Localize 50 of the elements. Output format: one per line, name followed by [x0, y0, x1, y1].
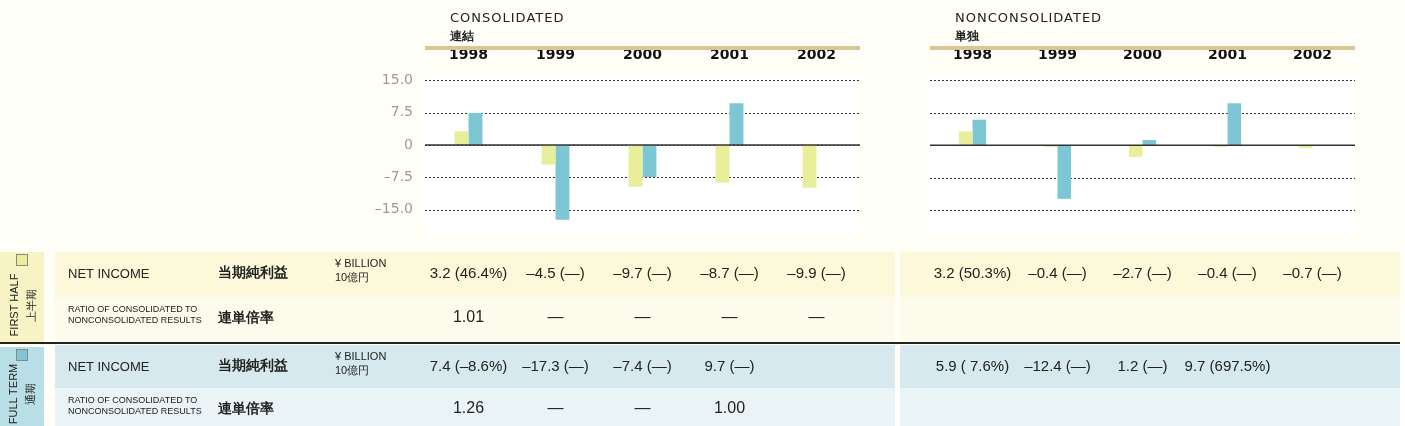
- data-label: 9.7 (697.5%): [1183, 357, 1272, 374]
- data-label: 7.4 (–8.6%): [428, 357, 509, 374]
- data-label: –0.4 (—): [1197, 264, 1258, 281]
- y-tick-label: –7.5: [383, 168, 413, 185]
- data-label: –4.5 (—): [525, 264, 586, 281]
- text: RATIO OF CONSOLIDATED TO NONCONSOLIDATED RESULTS: [68, 304, 203, 326]
- text: —: [720, 308, 739, 326]
- data-label: 3.2 (46.4%): [428, 264, 509, 281]
- text: ¥ BILLION: [335, 257, 388, 271]
- data-label: –0.4 (—): [1027, 264, 1088, 281]
- data-label: –12.4 (—): [1023, 357, 1092, 374]
- legend-label: FULL TERM 通期: [6, 362, 37, 426]
- text: 連単倍率: [218, 400, 275, 417]
- text: 10億円: [335, 364, 371, 378]
- text: —: [546, 308, 565, 326]
- data-label: 1.2 (—): [1117, 357, 1168, 374]
- data-label: –8.7 (—): [699, 264, 760, 281]
- text: RATIO OF CONSOLIDATED TO NONCONSOLIDATED RESULTS: [68, 395, 203, 417]
- chart-title: NONCONSOLIDATED: [955, 10, 1103, 25]
- text: 連単倍率: [218, 309, 275, 326]
- legend-label: FIRST HALF 上半期: [6, 272, 38, 338]
- text: —: [633, 399, 652, 417]
- text: —: [807, 308, 826, 326]
- text: NET INCOME: [68, 266, 151, 282]
- data-label: 3.2 (50.3%): [932, 264, 1013, 281]
- text: ¥ BILLION: [335, 350, 388, 364]
- y-tick-label: –15.0: [374, 200, 413, 217]
- y-tick-label: 15.0: [381, 70, 413, 87]
- data-label: –0.7 (—): [1282, 264, 1343, 281]
- data-label: –9.9 (—): [786, 264, 847, 281]
- text: 1.26: [451, 399, 486, 417]
- chart-subtitle: 連結: [450, 28, 474, 45]
- y-tick-label: 7.5: [390, 103, 413, 120]
- text: 1.00: [712, 399, 747, 417]
- text: 当期純利益: [218, 357, 289, 374]
- text: 10億円: [335, 271, 371, 285]
- text: 当期純利益: [218, 264, 289, 281]
- data-label: 9.7 (—): [703, 357, 756, 374]
- data-label: –7.4 (—): [612, 357, 673, 374]
- data-label: –17.3 (—): [521, 357, 590, 374]
- chart-subtitle: 単独: [955, 28, 979, 45]
- data-label: –9.7 (—): [612, 264, 673, 281]
- text: —: [633, 308, 652, 326]
- data-label: 5.9 ( 7.6%): [934, 357, 1011, 374]
- y-tick-label: 0: [404, 135, 413, 152]
- text: 1.01: [451, 308, 486, 326]
- text: —: [546, 399, 565, 417]
- text: NET INCOME: [68, 359, 151, 375]
- data-label: –2.7 (—): [1112, 264, 1173, 281]
- chart-title: CONSOLIDATED: [450, 10, 565, 25]
